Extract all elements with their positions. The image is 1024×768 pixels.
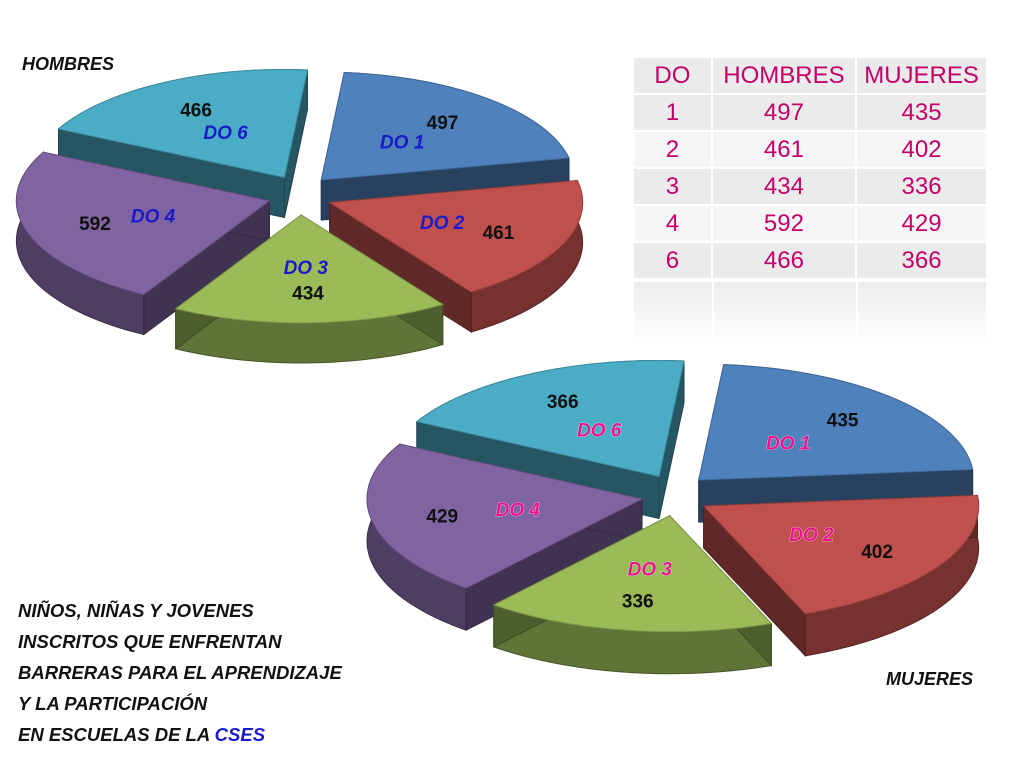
- data-label-do-3: 336: [622, 592, 654, 613]
- data-label-do-6: 366: [547, 392, 579, 413]
- data-table-container: DO HOMBRES MUJERES 1 497 435 2 461 402 3…: [634, 58, 988, 346]
- category-label-do-1: DO 1: [380, 132, 424, 153]
- table-row: 6 466 366: [634, 243, 988, 280]
- caption-text: EN ESCUELAS DE LA: [18, 723, 215, 745]
- table-cell-do: 6: [634, 243, 713, 280]
- data-label-do-6: 466: [180, 101, 212, 122]
- pie-slice-do-3: [492, 514, 773, 675]
- category-label-do-3: DO 3: [628, 559, 673, 580]
- pie-slice-do-6: [415, 360, 685, 520]
- data-label-do-2: 402: [861, 542, 893, 563]
- table-cell-hombres: 466: [712, 243, 858, 280]
- table-row: 4 592 429: [634, 206, 988, 243]
- slide-caption: NIÑOS, NIÑAS Y JOVENES INSCRITOS QUE ENF…: [18, 595, 398, 750]
- table-cell-mujeres: 366: [857, 243, 988, 280]
- category-label-do-2: DO 2: [420, 213, 465, 234]
- column-header-hombres: HOMBRES: [712, 58, 858, 95]
- category-label-do-2: DO 2: [789, 525, 834, 546]
- caption-line: INSCRITOS QUE ENFRENTAN: [18, 630, 282, 652]
- table-reflection: [634, 280, 988, 346]
- category-label-do-1: DO 1: [766, 433, 810, 454]
- pie-slice-do-2: [328, 179, 584, 333]
- chart-title-mujeres: MUJERES: [886, 669, 974, 689]
- column-header-mujeres: MUJERES: [857, 58, 988, 95]
- data-label-do-1: 497: [427, 113, 459, 134]
- data-label-do-1: 435: [827, 410, 859, 431]
- chart-title-hombres: HOMBRES: [22, 54, 115, 74]
- table-cell-hombres: 461: [712, 132, 858, 169]
- table-cell-mujeres: 402: [857, 132, 988, 169]
- data-label-do-2: 461: [483, 223, 515, 244]
- data-label-do-4: 592: [79, 214, 111, 235]
- caption-line: Y LA PARTICIPACIÓN: [18, 692, 208, 714]
- table-cell-mujeres: 429: [857, 206, 988, 243]
- table-header-row: DO HOMBRES MUJERES: [634, 58, 988, 95]
- category-label-do-4: DO 4: [496, 500, 541, 521]
- table-cell-hombres: 434: [712, 169, 858, 206]
- table-cell-hombres: 592: [712, 206, 858, 243]
- column-header-do: DO: [634, 58, 713, 95]
- table-row: 1 497 435: [634, 95, 988, 132]
- data-label-do-4: 429: [426, 506, 458, 527]
- table-cell-do: 1: [634, 95, 713, 132]
- table-row: 2 461 402: [634, 132, 988, 169]
- category-label-do-6: DO 6: [203, 123, 248, 144]
- table-cell-do: 4: [634, 206, 713, 243]
- data-label-do-3: 434: [292, 284, 324, 305]
- table-cell-do: 3: [634, 169, 713, 206]
- caption-line: NIÑOS, NIÑAS Y JOVENES: [18, 599, 254, 621]
- table-cell-mujeres: 336: [857, 169, 988, 206]
- table-row: 3 434 336: [634, 169, 988, 206]
- pie-slice-do-2: [702, 494, 980, 658]
- table-cell-do: 2: [634, 132, 713, 169]
- pie-slice-do-1: [320, 71, 570, 221]
- category-label-do-3: DO 3: [284, 258, 329, 279]
- caption-line: EN ESCUELAS DE LA CSES: [18, 719, 398, 750]
- data-table: DO HOMBRES MUJERES 1 497 435 2 461 402 3…: [634, 58, 988, 280]
- category-label-do-4: DO 4: [131, 207, 176, 228]
- caption-accent-cses: CSES: [214, 723, 266, 745]
- pie-slice-do-4: [15, 151, 271, 336]
- table-cell-mujeres: 435: [857, 95, 988, 132]
- table-cell-hombres: 497: [712, 95, 858, 132]
- category-label-do-6: DO 6: [577, 421, 622, 442]
- caption-line: BARRERAS PARA EL APRENDIZAJE: [18, 661, 342, 683]
- pie-slice-do-3: [174, 213, 444, 364]
